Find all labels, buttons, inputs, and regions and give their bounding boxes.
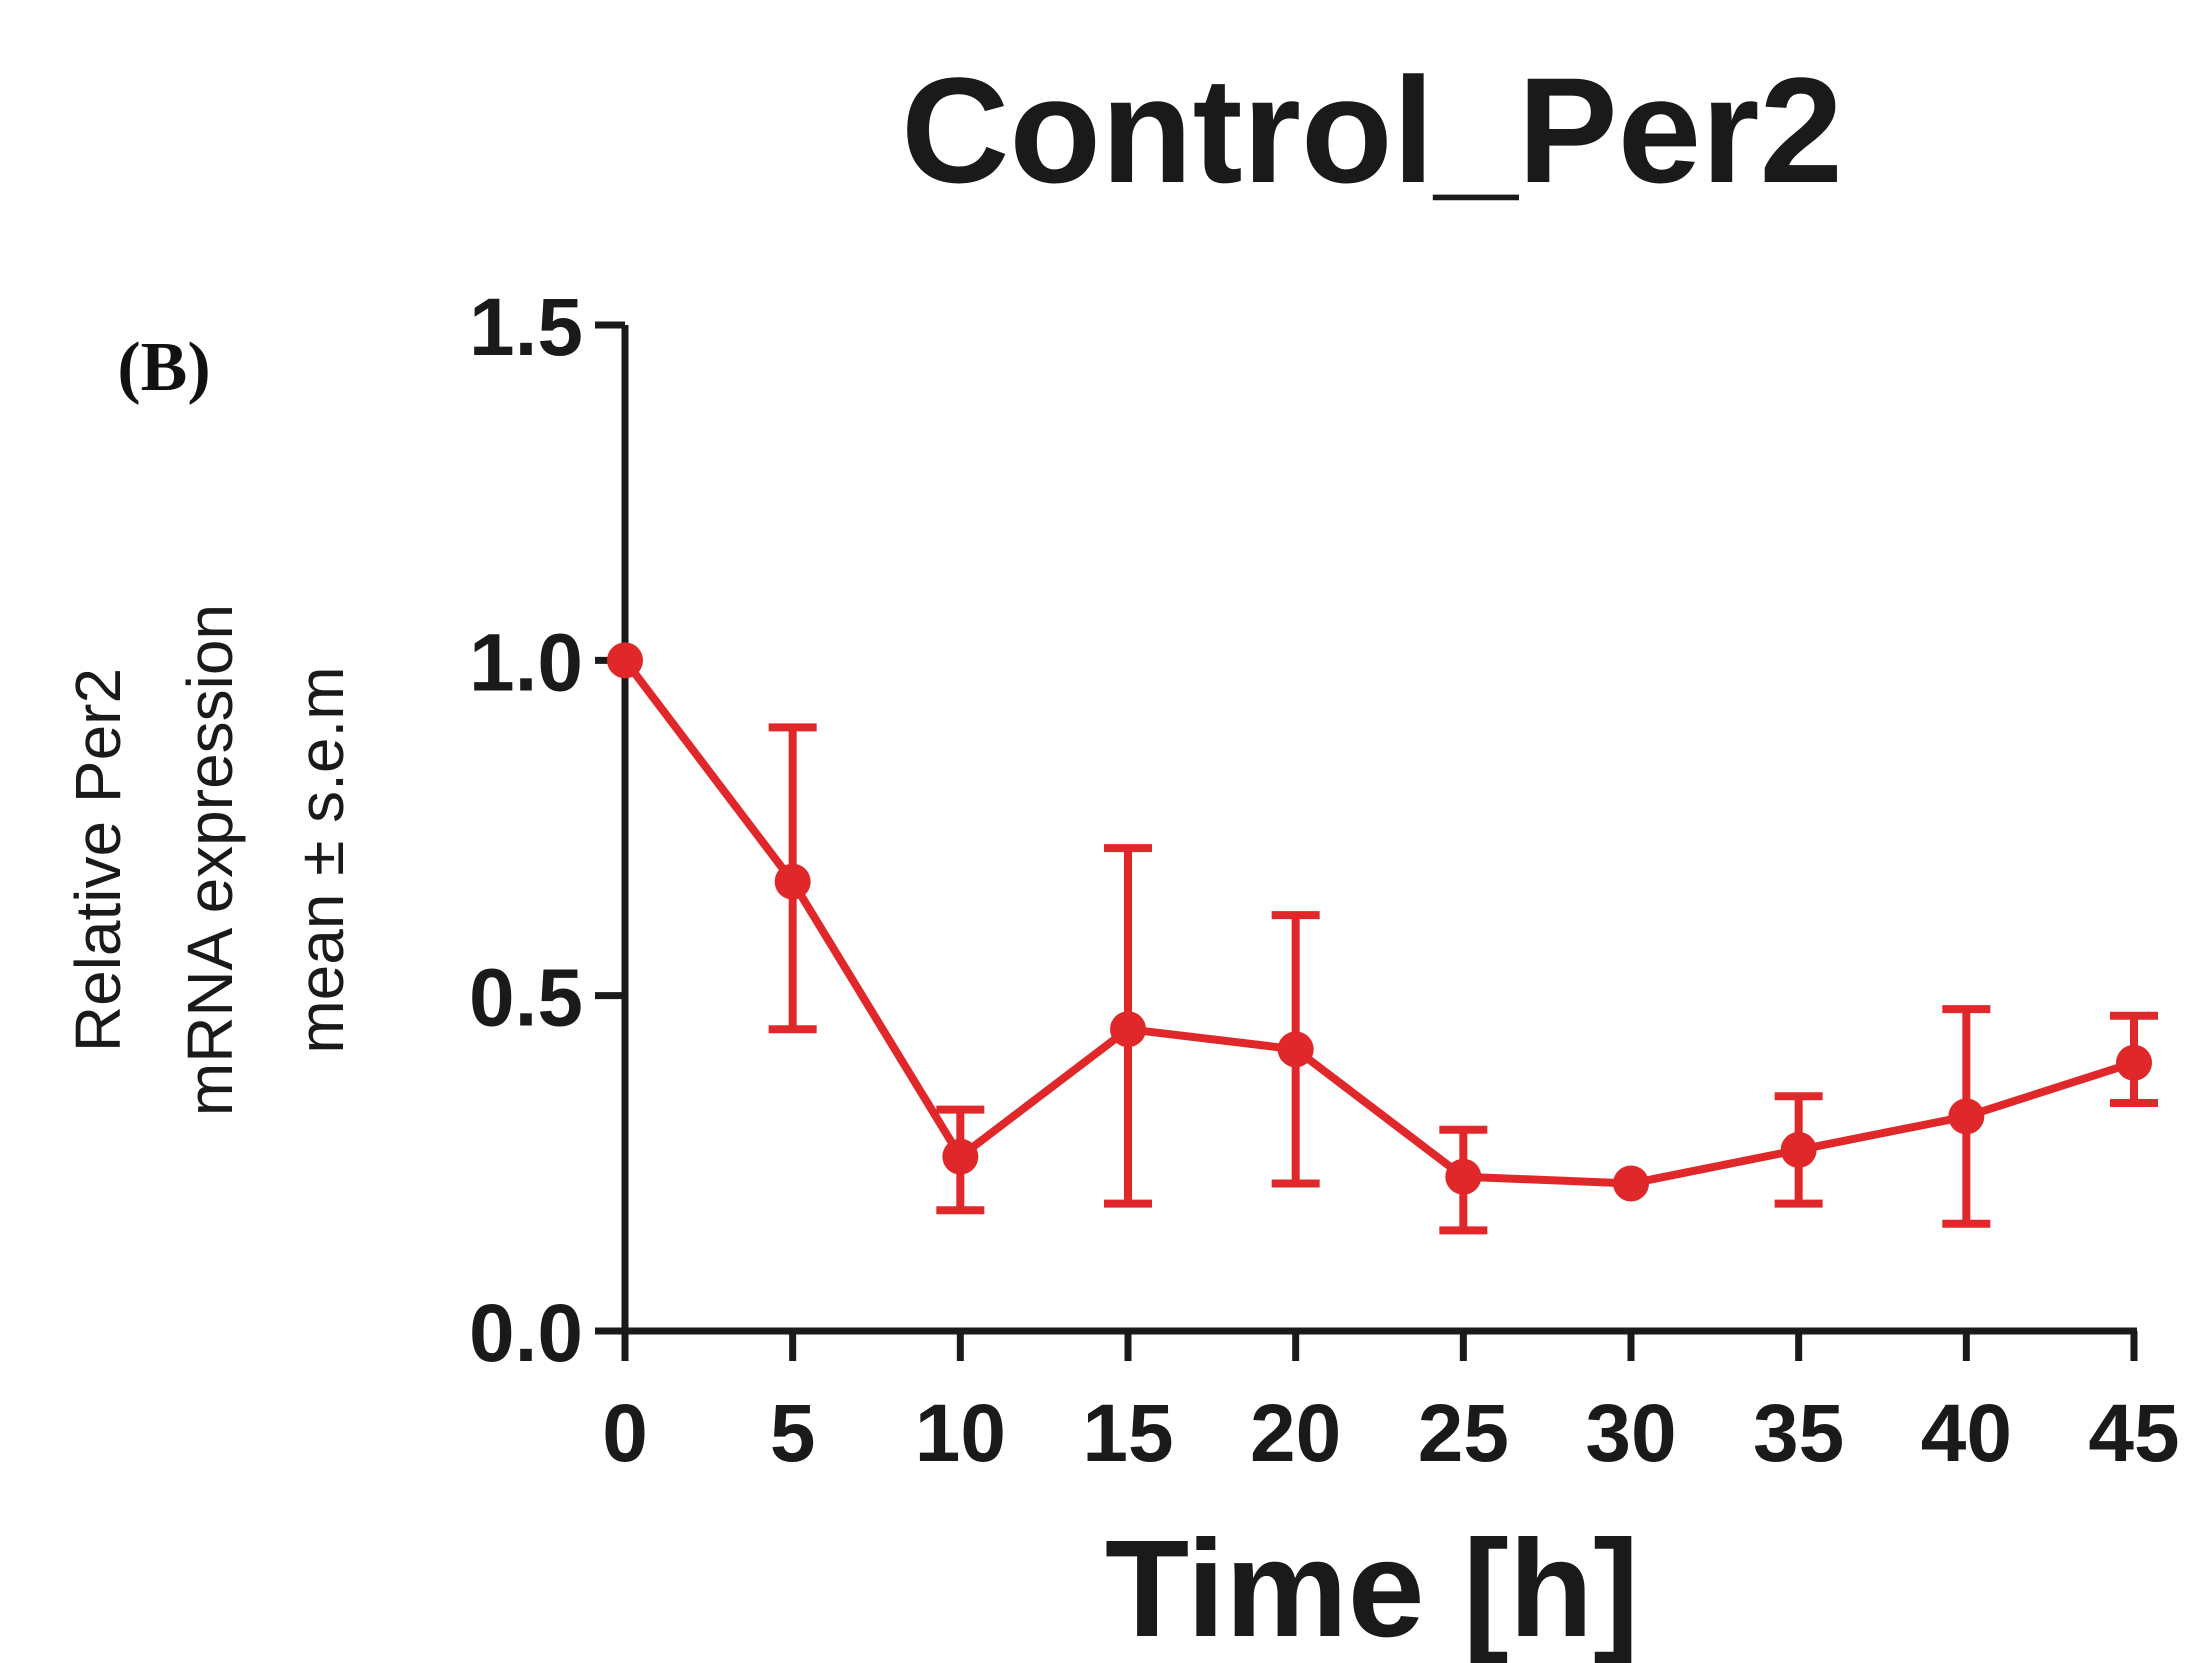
panel-label: (B) [117, 329, 210, 406]
chart-title: Control_Per2 [901, 46, 1843, 214]
x-tick-label: 10 [915, 1388, 1006, 1479]
x-tick-label: 45 [2088, 1388, 2179, 1479]
series-line [621, 657, 2136, 1188]
y-axis-label: Relative Per2 mRNA expression mean ± s.e… [62, 604, 357, 1116]
axes: 0.0 0.5 1.0 1.5 0 5 10 15 20 25 30 35 40 45 [469, 282, 2180, 1479]
data-point [1445, 1158, 1482, 1195]
x-tick-label: 25 [1418, 1388, 1509, 1479]
y-axis-label-line-1: Relative Per2 [62, 668, 134, 1052]
y-tick-label: 1.5 [469, 282, 583, 373]
data-point [774, 863, 811, 900]
data-point [1780, 1131, 1817, 1168]
x-tick-label: 15 [1082, 1388, 1173, 1479]
x-tick-label: 35 [1753, 1388, 1844, 1479]
data-point [2116, 1044, 2152, 1081]
data-point [942, 1138, 979, 1175]
data-point [1277, 1031, 1314, 1068]
y-tick-label: 1.0 [469, 617, 583, 708]
y-axis-label-line-2: mRNA expression [174, 604, 246, 1116]
x-tick-label: 20 [1250, 1388, 1341, 1479]
x-tick-label: 30 [1585, 1388, 1676, 1479]
y-axis-label-line-3: mean ± s.e.m [285, 666, 357, 1053]
data-point [1948, 1098, 1985, 1135]
x-axis-label: Time [h] [1105, 1512, 1639, 1663]
data-point [607, 642, 643, 679]
y-tick-label: 0.0 [469, 1288, 583, 1379]
plot-area [607, 642, 2158, 1235]
y-tick-label: 0.5 [469, 953, 583, 1044]
x-tick-label: 5 [770, 1388, 816, 1479]
data-point [1613, 1165, 1649, 1202]
data-point [1110, 1011, 1146, 1048]
x-tick-label: 40 [1921, 1388, 2012, 1479]
x-tick-label: 0 [602, 1388, 648, 1479]
